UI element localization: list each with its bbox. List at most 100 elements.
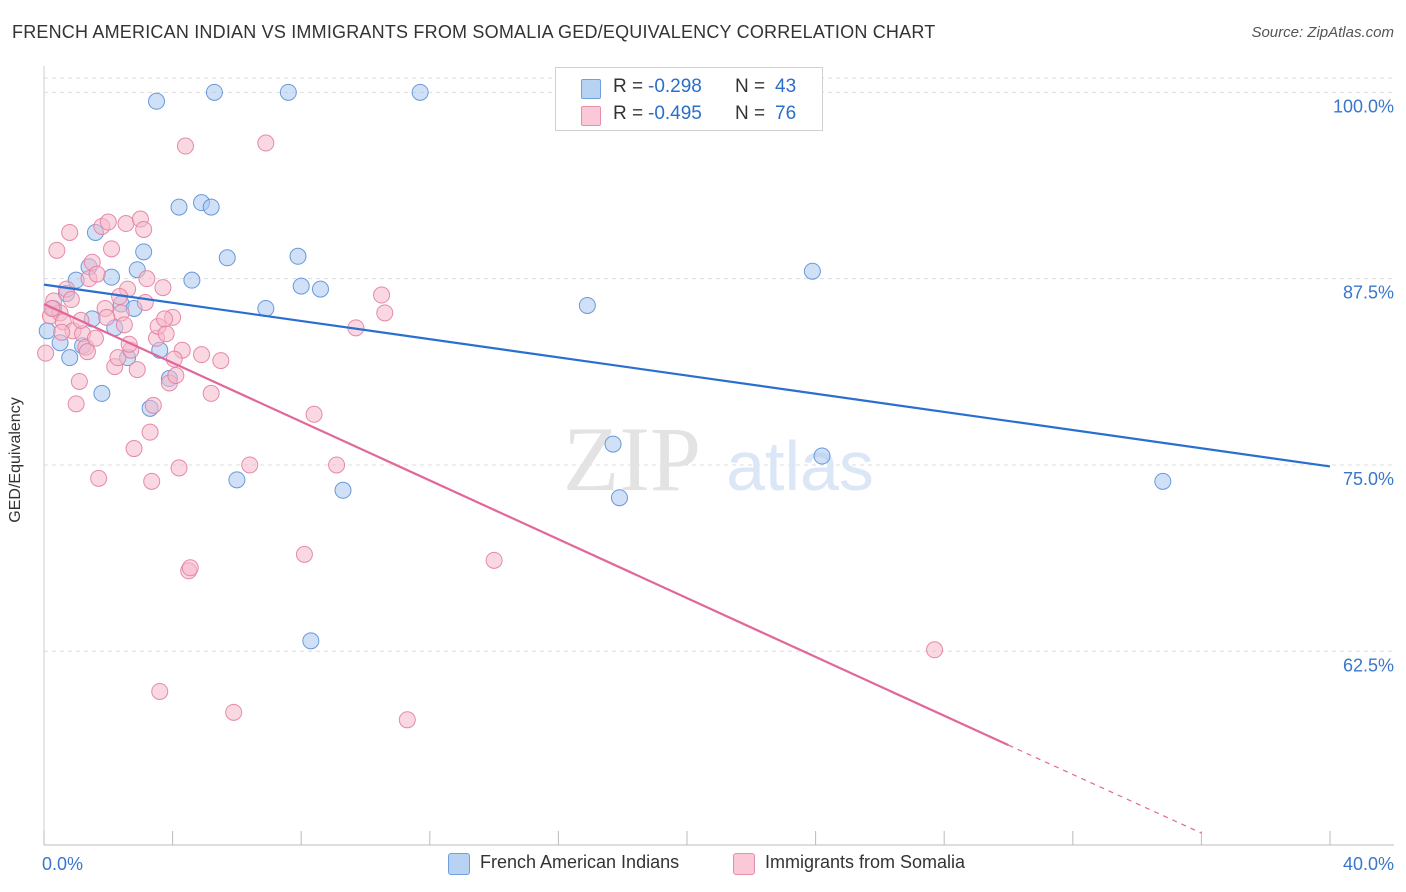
series-label-pink: Immigrants from Somalia [765,852,966,872]
y-tick-label: 100.0% [1333,96,1394,116]
data-point-blue [578,296,596,314]
data-point-pink [154,279,172,297]
data-point-pink [99,213,117,231]
y-tick-label: 87.5% [1343,283,1394,303]
data-point-pink [86,329,104,347]
trend-layer [43,283,1331,834]
axis-layer [43,66,1394,846]
legend-swatch-blue [581,79,601,99]
data-point-pink [181,559,199,577]
legend-n-label: N = [735,103,766,124]
data-point-pink [98,308,116,326]
data-point-pink [193,346,211,364]
trend-line-blue [43,283,1331,468]
data-point-pink [167,367,185,385]
data-point-blue [279,83,297,101]
series-swatch-pink [733,853,755,875]
data-point-pink [241,456,259,474]
data-point-blue [803,262,821,280]
grid-layer [44,77,1394,652]
data-point-pink [143,472,161,490]
legend-r-label: R = [613,76,644,97]
series-swatch-blue [448,853,470,875]
trend-line-pink [43,302,1009,747]
data-point-pink [144,396,162,414]
data-point-blue [302,632,320,650]
legend-n-value: 43 [775,76,797,97]
data-point-pink [212,352,230,370]
data-point-pink [103,240,121,258]
data-point-pink [225,703,243,721]
y-tick-label: 75.0% [1343,469,1394,489]
data-point-pink [305,405,323,423]
data-point-pink [67,395,85,413]
data-point-pink [125,440,143,458]
chart-title: FRENCH AMERICAN INDIAN VS IMMIGRANTS FRO… [12,22,936,42]
data-point-pink [398,711,416,729]
data-point-pink [48,241,66,259]
data-point-blue [61,349,79,367]
data-point-blue [135,243,153,261]
points-layer [37,83,1172,729]
data-point-blue [218,249,236,267]
data-point-pink [115,316,133,334]
x-tick-label: 0.0% [42,854,83,874]
data-point-pink [170,459,188,477]
data-point-pink [120,335,138,353]
data-point-pink [138,270,156,288]
legend-swatch-pink [581,106,601,126]
trend-line-extension-pink [1008,744,1202,834]
data-point-pink [328,456,346,474]
data-point-pink [109,349,127,367]
x-tick-label: 40.0% [1343,854,1394,874]
watermark: ZIP atlas [563,408,874,510]
y-tick-label: 62.5% [1343,655,1394,675]
data-point-blue [38,322,56,340]
data-point-pink [202,384,220,402]
data-point-pink [128,361,146,379]
data-point-blue [103,268,121,286]
data-point-pink [176,137,194,155]
data-point-pink [151,682,169,700]
data-point-pink [88,265,106,283]
legend-r-value: -0.298 [648,76,702,97]
correlation-legend: R = -0.298 N = 43 R = -0.495 N = 76 [555,67,823,131]
data-point-pink [136,294,154,311]
tick-labels: 100.0% 87.5% 75.0% 62.5% 0.0% 40.0% [42,96,1394,874]
data-point-pink [37,344,55,362]
data-point-blue [604,435,622,453]
data-point-blue [311,280,329,298]
data-point-pink [373,286,391,304]
data-point-blue [334,481,352,499]
data-point-pink [156,310,174,328]
data-point-pink [53,323,71,341]
data-point-blue [292,277,310,295]
data-point-pink [257,134,275,152]
data-point-blue [411,83,429,101]
data-point-blue [170,198,188,216]
data-point-pink [62,291,80,309]
data-point-pink [295,545,313,563]
data-point-blue [257,299,275,317]
data-point-pink [485,551,503,569]
data-point-blue [813,447,831,465]
legend-n-label: N = [735,76,766,97]
data-point-pink [117,215,135,233]
source-credit: Source: ZipAtlas.com [1251,24,1394,41]
data-point-blue [205,83,223,101]
data-point-blue [183,271,201,289]
data-point-blue [148,92,166,110]
legend-r-value: -0.495 [648,103,702,124]
legend-r-label: R = [613,103,644,124]
data-point-pink [926,641,944,659]
data-point-pink [78,343,96,361]
legend-n-value: 76 [775,103,797,124]
data-point-pink [376,304,394,322]
data-point-pink [70,372,88,390]
data-point-pink [90,469,108,487]
data-point-blue [1154,472,1172,490]
series-label-blue: French American Indians [480,852,680,872]
data-point-blue [610,489,628,507]
data-point-pink [157,325,175,343]
